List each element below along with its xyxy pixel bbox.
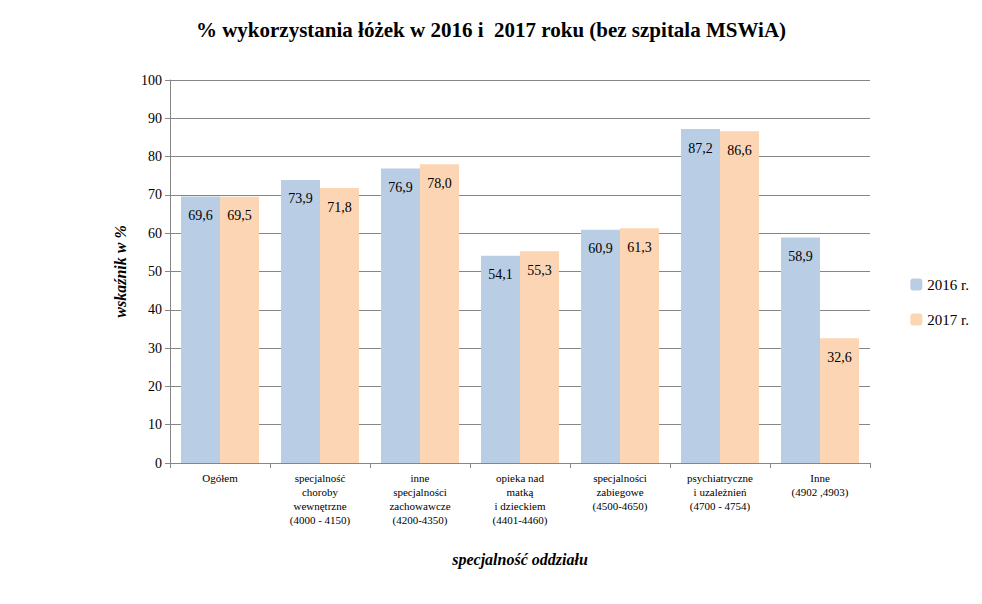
svg-text:69,5: 69,5	[227, 208, 252, 223]
svg-text:matką: matką	[507, 486, 534, 498]
svg-text:54,1: 54,1	[488, 267, 513, 282]
svg-text:choroby: choroby	[302, 486, 339, 498]
svg-text:69,6: 69,6	[188, 208, 213, 223]
svg-text:wewnętrzne: wewnętrzne	[293, 500, 346, 512]
svg-text:Ogółem: Ogółem	[202, 472, 238, 484]
svg-text:70: 70	[148, 187, 162, 202]
svg-text:2017 r.: 2017 r.	[927, 312, 969, 328]
svg-text:zachowawcze: zachowawcze	[389, 500, 450, 512]
svg-text:(4902 ,4903): (4902 ,4903)	[792, 486, 849, 499]
svg-text:55,3: 55,3	[527, 263, 552, 278]
svg-text:opieka nad: opieka nad	[496, 472, 544, 484]
svg-text:30: 30	[148, 341, 162, 356]
svg-text:(4000 - 4150): (4000 - 4150)	[290, 514, 351, 527]
svg-text:71,8: 71,8	[327, 200, 352, 215]
svg-text:20: 20	[148, 379, 162, 394]
svg-text:(4700 - 4754): (4700 - 4754)	[690, 500, 751, 513]
svg-text:zabiegowe: zabiegowe	[596, 486, 643, 498]
svg-text:psychiatryczne: psychiatryczne	[687, 472, 753, 484]
svg-text:61,3: 61,3	[627, 240, 652, 255]
svg-text:87,2: 87,2	[688, 141, 713, 156]
svg-text:(4200-4350): (4200-4350)	[393, 514, 448, 527]
svg-text:80: 80	[148, 149, 162, 164]
svg-text:(4500-4650): (4500-4650)	[593, 500, 648, 513]
svg-text:86,6: 86,6	[727, 143, 752, 158]
svg-text:Inne: Inne	[810, 472, 830, 484]
svg-text:0: 0	[155, 456, 162, 471]
svg-text:50: 50	[148, 264, 162, 279]
svg-text:specjalność: specjalność	[295, 472, 346, 484]
svg-text:10: 10	[148, 417, 162, 432]
svg-text:% wykorzystania łóżek w 2016 i: % wykorzystania łóżek w 2016 i 2017 roku…	[196, 18, 786, 42]
svg-text:specjalność oddziału: specjalność oddziału	[451, 551, 588, 569]
svg-text:(4401-4460): (4401-4460)	[493, 514, 548, 527]
svg-text:40: 40	[148, 302, 162, 317]
svg-text:specjalności: specjalności	[393, 486, 447, 498]
svg-text:2016 r.: 2016 r.	[927, 277, 969, 293]
svg-text:73,9: 73,9	[288, 191, 313, 206]
svg-text:inne: inne	[411, 472, 430, 484]
svg-text:78,0: 78,0	[427, 176, 452, 191]
svg-text:specjalności: specjalności	[593, 472, 647, 484]
svg-text:i dzieckiem: i dzieckiem	[494, 500, 545, 512]
svg-text:60,9: 60,9	[588, 241, 613, 256]
svg-text:100: 100	[141, 73, 162, 88]
svg-text:i uzależnień: i uzależnień	[694, 486, 747, 498]
svg-text:76,9: 76,9	[388, 180, 413, 195]
svg-text:90: 90	[148, 111, 162, 126]
svg-text:58,9: 58,9	[788, 249, 813, 264]
svg-text:wskaźnik w %: wskaźnik w %	[112, 225, 129, 317]
svg-text:32,6: 32,6	[827, 350, 852, 365]
svg-text:60: 60	[148, 226, 162, 241]
